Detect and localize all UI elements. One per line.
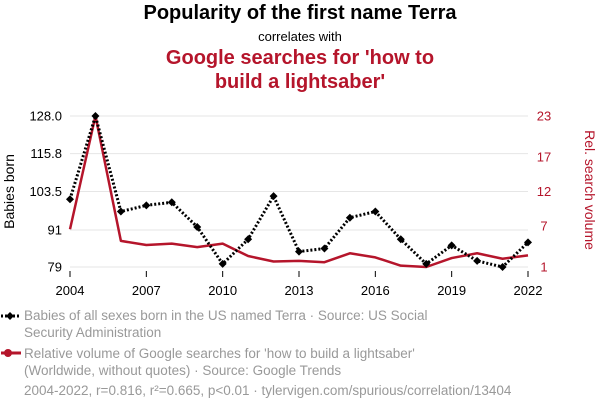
data-point-babies (218, 259, 227, 268)
y-left-tick-label: 91 (48, 223, 62, 238)
y-right-tick-label: 23 (537, 109, 551, 124)
x-tick-label: 2022 (514, 283, 543, 298)
data-point-babies (371, 207, 380, 216)
y-right-axis-label: Rel. search volume (582, 130, 598, 250)
data-point-babies (345, 213, 354, 222)
data-point-babies (422, 259, 431, 268)
y-left-tick-label: 103.5 (29, 184, 62, 199)
chart-svg: 128.0 115.8 103.5 91 79 23 17 12 7 1 2004 2007 2010 2… (1, 109, 598, 299)
data-point-babies (244, 235, 253, 244)
data-point-babies (193, 222, 202, 231)
data-point-babies (320, 244, 329, 253)
series-line-searches (68, 114, 529, 269)
data-point-babies (524, 238, 532, 247)
legend-marker-searches (1, 349, 21, 357)
data-point-babies (396, 235, 405, 244)
data-point-babies (269, 192, 278, 201)
chart-footer: 2004-2022, r=0.816, r²=0.665, p<0.01 · t… (24, 383, 512, 398)
chart-title: Popularity of the first name Terra (143, 2, 457, 24)
y-left-tick-label: 115.8 (30, 146, 62, 161)
legend-marker-babies (1, 312, 21, 320)
y-left-tick-label: 79 (48, 260, 62, 275)
x-tick-label: 2004 (56, 283, 85, 298)
legend-item-babies: Babies of all sexes born in the US named… (24, 308, 428, 340)
x-tick-label: 2007 (132, 283, 161, 298)
y-left-axis-label: Babies born (1, 154, 17, 229)
data-point-babies (142, 201, 151, 210)
y-right-tick-label: 1 (540, 260, 547, 275)
data-point-babies (66, 195, 74, 204)
data-point-babies (498, 263, 507, 271)
x-tick-label: 2019 (437, 283, 466, 298)
x-tick-label: 2013 (285, 283, 314, 298)
legend-item-searches: Relative volume of Google searches for '… (24, 346, 415, 378)
x-tick-label: 2010 (208, 283, 237, 298)
data-point-babies (295, 247, 303, 256)
data-point-babies (473, 256, 482, 265)
x-tick-label: 2016 (361, 283, 390, 298)
data-point-babies (167, 198, 176, 207)
y-right-tick-label: 17 (537, 150, 551, 165)
chart-subtitle: correlates with (258, 29, 342, 44)
y-left-tick-label: 128.0 (29, 109, 62, 124)
y-right-tick-label: 12 (537, 184, 551, 199)
y-right-tick-label: 7 (540, 218, 547, 233)
data-point-babies (116, 207, 125, 216)
chart-title-2: Google searches for 'how to build a ligh… (165, 47, 435, 93)
data-point-babies (447, 241, 456, 250)
data-point-babies (91, 112, 100, 120)
